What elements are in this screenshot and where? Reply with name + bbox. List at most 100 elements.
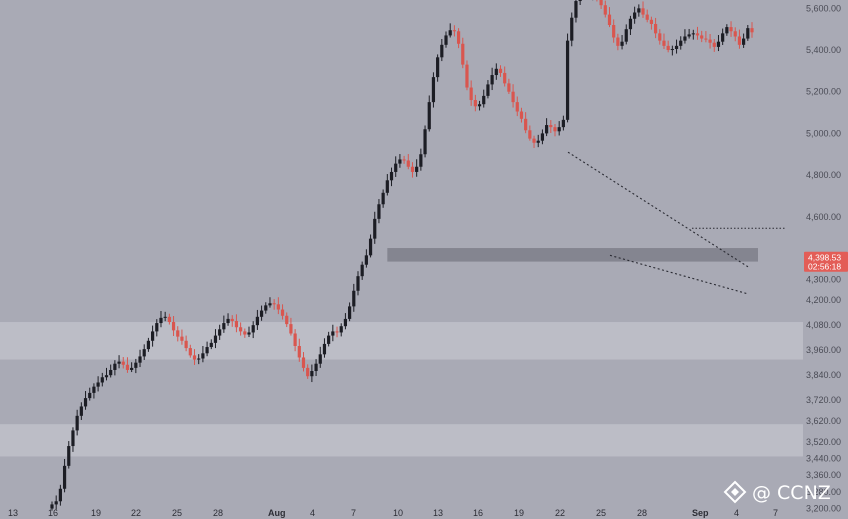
candle-body xyxy=(209,342,213,348)
y-tick-label: 5,600.00 xyxy=(806,3,841,13)
candle-body xyxy=(327,335,331,344)
y-tick-label: 4,600.00 xyxy=(806,212,841,222)
candle-body xyxy=(364,255,368,265)
candle-body xyxy=(498,68,503,73)
candle-body xyxy=(423,129,427,155)
candle-body xyxy=(130,367,134,370)
y-tick-label: 3,720.00 xyxy=(806,395,841,405)
candle-body xyxy=(226,318,230,324)
candle-body xyxy=(742,38,746,45)
candle-body xyxy=(695,33,700,36)
x-tick-label: 13 xyxy=(8,508,18,518)
candle-body xyxy=(348,306,352,319)
candle-body xyxy=(440,44,444,58)
candle-body xyxy=(553,127,557,132)
candle-body xyxy=(658,33,662,41)
candle-body xyxy=(490,75,494,85)
candle-body xyxy=(712,42,716,47)
candle-body xyxy=(536,140,540,143)
candle-body xyxy=(322,343,327,355)
y-tick-label: 4,300.00 xyxy=(806,274,841,284)
candle-body xyxy=(733,31,737,37)
x-tick-label: 16 xyxy=(473,508,483,518)
candle-body xyxy=(192,355,197,360)
candle-body xyxy=(356,276,360,291)
candle-body xyxy=(201,353,205,359)
candle-body xyxy=(163,316,167,318)
candle-body xyxy=(398,159,402,164)
candle-body xyxy=(561,119,565,128)
x-tick-label: 4 xyxy=(734,508,739,518)
candle-body xyxy=(255,316,259,326)
y-tick-label: 5,000.00 xyxy=(806,128,841,138)
price-axis[interactable]: 5,600.00 5,400.00 5,200.00 5,000.00 4,800.00… xyxy=(806,3,841,513)
x-tick-label: 7 xyxy=(773,508,778,518)
candle-body xyxy=(637,8,641,13)
candle-body xyxy=(557,127,561,132)
candle-body xyxy=(218,329,222,336)
candle-body xyxy=(532,138,536,143)
candle-body xyxy=(473,100,477,107)
candle-body xyxy=(134,362,138,368)
candle-body xyxy=(243,331,247,335)
candle-body xyxy=(444,35,448,45)
candle-body xyxy=(339,326,343,333)
candle-body xyxy=(310,371,314,377)
candle-body xyxy=(205,347,209,354)
candle-body xyxy=(616,37,620,46)
candle-body xyxy=(419,154,423,167)
trendline-layer xyxy=(567,151,786,295)
candle-body xyxy=(482,95,486,105)
support-zone-lower xyxy=(0,424,803,457)
candle-body xyxy=(62,465,67,489)
countdown-label: 02:56:18 xyxy=(808,261,841,271)
candle-body xyxy=(167,316,171,323)
logo-diamond-inner xyxy=(731,488,739,496)
candle-body xyxy=(213,335,218,343)
candle-body xyxy=(662,40,666,46)
candle-body xyxy=(624,29,628,42)
candle-body xyxy=(79,406,83,416)
y-tick-label: 3,960.00 xyxy=(806,345,841,355)
candle-body xyxy=(343,318,348,327)
watermark: @ CCNZ xyxy=(723,480,831,504)
candle-body xyxy=(612,25,616,38)
candle-body xyxy=(301,357,306,368)
candle-body xyxy=(276,304,280,310)
candle-body xyxy=(683,36,687,41)
candle-body xyxy=(297,346,301,358)
candle-body xyxy=(645,14,649,20)
candle-body xyxy=(280,309,285,316)
candle-body xyxy=(368,238,373,256)
candle-body xyxy=(628,18,633,30)
y-tick-label: 3,620.00 xyxy=(806,416,841,426)
candle-body xyxy=(729,27,733,32)
candle-body xyxy=(402,159,406,161)
candle-body xyxy=(159,317,163,324)
candle-body xyxy=(88,392,92,399)
candle-body xyxy=(188,348,192,356)
candle-body xyxy=(633,12,637,19)
candle-body xyxy=(125,364,130,370)
candle-body xyxy=(259,310,264,317)
candle-body xyxy=(264,305,268,311)
y-tick-label: 3,200.00 xyxy=(806,504,841,514)
candle-body xyxy=(565,40,570,120)
candle-body xyxy=(109,369,113,376)
candle-body xyxy=(545,125,549,134)
x-tick-label: 19 xyxy=(514,508,524,518)
candle-body xyxy=(377,204,381,219)
candle-body xyxy=(607,14,612,26)
candle-body xyxy=(71,430,75,447)
time-axis[interactable]: 13 16 19 22 25 28 Aug 4 7 10 13 16 19 22 25 28 Sep 4 7 xyxy=(8,508,778,518)
candle-body xyxy=(415,166,419,172)
candle-body xyxy=(674,45,679,49)
candle-body xyxy=(314,363,318,372)
candle-body xyxy=(155,323,159,332)
x-tick-label: Sep xyxy=(692,508,709,518)
candle-body xyxy=(574,1,578,18)
y-tick-label: 3,840.00 xyxy=(806,370,841,380)
candle-body xyxy=(461,43,465,65)
